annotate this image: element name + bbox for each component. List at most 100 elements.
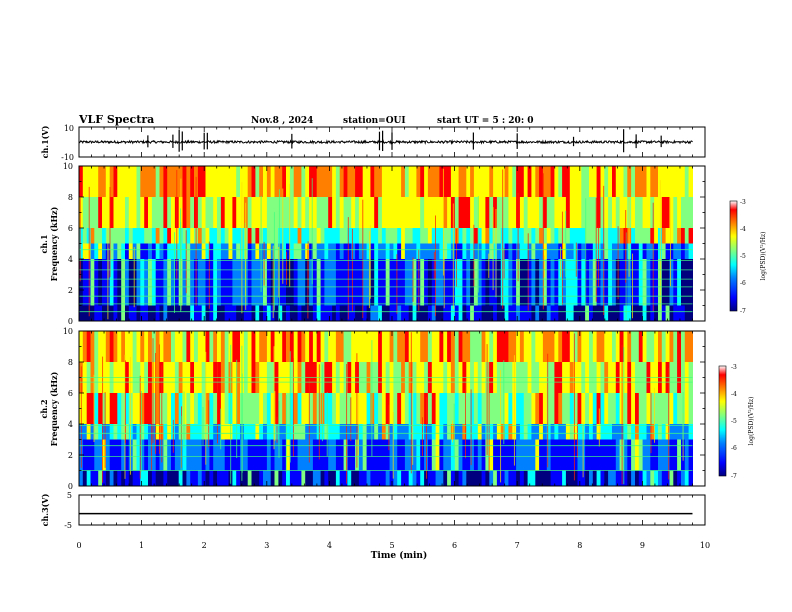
spec2-cell-b2-c33 [205,424,210,440]
spec1-cell-b1-c15 [136,259,141,306]
spec2-cell-b3-c93 [435,393,440,424]
spec2-cell-b2-c13 [128,424,134,440]
spec1-cell-b3-c66 [332,228,337,244]
spec1-cell-b1-c18 [148,259,153,306]
spec1-cell-b0-c56 [293,305,299,321]
spec1-cell-b4-c113 [512,197,517,228]
spec2-cell-b0-c18 [148,470,153,486]
spec2-cell-b0-c156 [677,470,682,486]
spec2-cell-b3-c126 [562,393,567,424]
spec2-cell-b5-c21 [159,331,164,362]
spec1-cell-b3-c40 [232,228,237,244]
spec2-cell-b0-c124 [554,470,559,486]
spec1-cell-b1-c86 [408,259,414,306]
spec1-cell-b5-c11 [121,166,126,197]
spec1-cell-b1-c128 [569,259,575,306]
spec2-cell-b2-c36 [217,424,222,440]
spec2-cell-b5-c75 [366,331,371,362]
spec1-cell-b1-c121 [542,259,548,306]
spec2-cell-b3-c120 [539,393,544,424]
spec1-cell-b0-c10 [117,305,122,321]
spec2-cell-b1-c20 [155,439,161,471]
spec1-cell-b4-c105 [481,197,486,228]
spec1-cell-b0-c149 [650,305,655,321]
spec2-cell-b5-c83 [397,331,402,362]
spec1-cell-b3-c158 [684,228,690,244]
spec1-cell-b4-c84 [401,197,406,228]
spec1-cell-b3-c15 [136,228,141,244]
spec2-cell-b5-c131 [581,331,586,362]
spec1-cell-b3-c103 [473,228,479,244]
spec1-cell-b4-c5 [98,197,103,228]
spec1-cell-b1-c72 [355,259,360,306]
spec2-cell-b3-c37 [220,393,226,424]
spec1-cell-b3-c123 [550,228,555,244]
spec2-cell-b2-c155 [673,424,678,440]
spec2-cell-b1-c54 [286,439,291,471]
spec1-cell-b3-c95 [443,228,448,244]
spec2-cell-b5-c35 [213,331,218,362]
spec2-cell-b1-c11 [121,439,126,471]
spec1-cell-b4-c64 [324,197,329,228]
spec2-cell-b3-c74 [362,393,368,424]
spec2-cell-b0-c118 [531,470,536,486]
spec1-cell-b5-c27 [182,166,187,197]
spec2-cell-b1-c58 [301,439,306,471]
spec1-cell-b1-c156 [677,259,682,306]
spec2-cell-b1-c127 [565,439,571,471]
spec1-cell-b3-c51 [274,228,279,244]
spec1-cell-b5-c76 [370,166,375,197]
spec1-cell-b2-c148 [646,243,651,259]
spec2-cell-b3-c12 [125,393,130,424]
spec1-cell-b1-c129 [573,259,578,306]
spec2-cell-b0-c10 [117,470,122,486]
spec1-cell-b3-c102 [470,228,475,244]
spec2-cell-b2-c128 [569,424,575,440]
spec1-cell-b0-c148 [646,305,651,321]
spec2-cell-b5-c8 [109,331,115,362]
spec1-cell-b0-c62 [316,305,322,321]
spec1-cell-b1-c144 [631,259,636,306]
spec2-cell-b2-c139 [612,424,617,440]
spec1-cell-b4-c100 [462,197,467,228]
spec2-cell-b2-c96 [447,424,452,440]
spec1-cell-b0-c8 [109,305,115,321]
cb2-tick-m5: -5 [731,418,737,425]
spec2-cell-b3-c60 [309,393,314,424]
spec1-cell-b3-c156 [677,228,682,244]
spec1-cell-b3-c61 [312,228,318,244]
spec1-cell-b1-c96 [447,259,452,306]
spec1-cell-b2-c64 [324,243,329,259]
spec1-cell-b4-c155 [673,197,678,228]
spec1-cell-b0-c60 [309,305,314,321]
spec2-cell-b1-c68 [339,439,345,471]
spec1-cell-b2-c111 [504,243,509,259]
spec2-cell-b3-c132 [585,393,590,424]
spec2-cell-b3-c124 [554,393,559,424]
spec2-cell-b5-c110 [500,331,506,362]
spec1-cell-b4-c81 [389,197,394,228]
spec1-cell-b5-c109 [496,166,502,197]
spec2-cell-b0-c69 [343,470,348,486]
cb2-label: log(PSD)(V²/Hz) [748,397,755,446]
spec2-cell-b5-c49 [266,331,272,362]
spec1-cell-b3-c72 [355,228,360,244]
spec2-cell-b5-c84 [401,331,406,362]
spec2-cell-b5-c52 [278,331,283,362]
spec2-cell-b0-c78 [378,470,383,486]
spec1-cell-b4-c156 [677,197,682,228]
spec1-cell-b5-c152 [661,166,667,197]
spec2-cell-b1-c100 [462,439,467,471]
spec1-cell-b0-c14 [132,305,138,321]
spec1-cell-b4-c130 [577,197,582,228]
spec2-cell-b1-c108 [493,439,498,471]
spec1-cell-b5-c100 [462,166,467,197]
spec2-cell-b0-c82 [393,470,398,486]
spec1-cell-b3-c21 [159,228,164,244]
spec2-cell-b5-c65 [328,331,333,362]
spec1-cell-b5-c16 [140,166,145,197]
spec1-cell-b2-c49 [266,243,272,259]
spec2-cell-b5-c132 [585,331,590,362]
spec1-cell-b5-c148 [646,166,651,197]
spec2-cell-b3-c82 [393,393,398,424]
